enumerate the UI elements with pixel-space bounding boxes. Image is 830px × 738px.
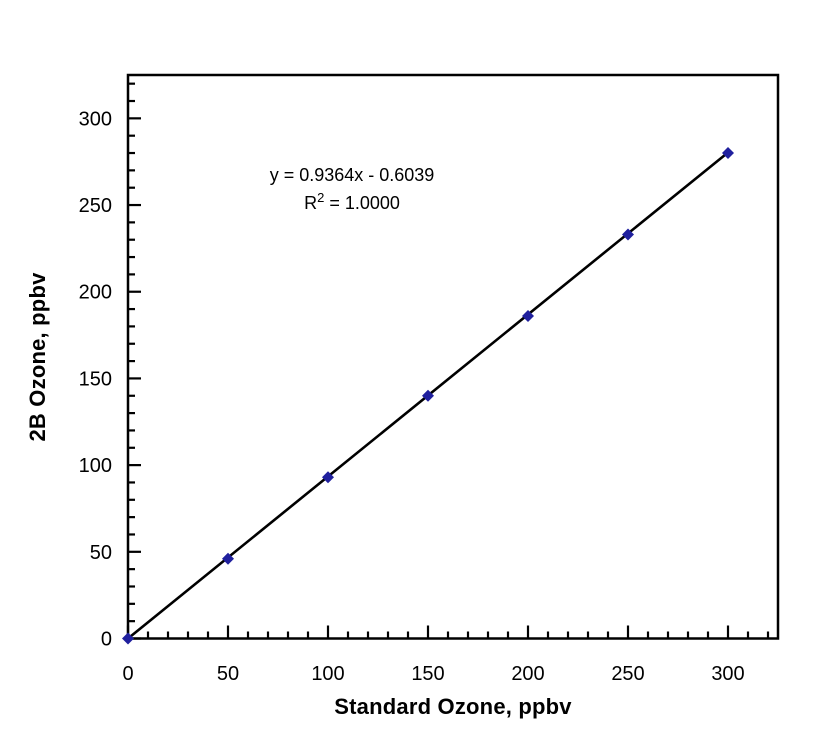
x-tick-label: 250 [611, 663, 644, 685]
data-point-marker [222, 552, 234, 565]
y-tick-label: 0 [101, 629, 112, 651]
y-tick-label: 50 [90, 542, 112, 564]
equation-line: y = 0.9364x - 0.6039 [269, 165, 435, 185]
x-tick-label: 200 [511, 663, 544, 685]
y-tick-label: 300 [79, 108, 112, 130]
plot-border [126, 73, 780, 640]
x-tick-label: 300 [711, 663, 744, 685]
y-tick-label: 250 [79, 195, 112, 217]
y-tick-label: 150 [79, 368, 112, 390]
x-tick-label: 100 [311, 663, 344, 685]
data-point-marker [522, 310, 534, 323]
y-tick-label: 200 [79, 282, 112, 304]
x-tick-label: 50 [217, 663, 239, 685]
x-tick-label: 150 [411, 663, 444, 685]
r-squared-line: R2 = 1.0000 [304, 190, 400, 213]
data-point-marker [322, 471, 334, 484]
data-point-marker [422, 389, 434, 402]
y-tick-label: 100 [79, 455, 112, 477]
x-axis-title: Standard Ozone, ppbv [334, 694, 572, 719]
data-point-marker [122, 632, 134, 645]
data-point-marker [622, 228, 634, 241]
trendline-equation: y = 0.9364x - 0.6039 R2 = 1.0000 [238, 161, 466, 217]
data-point-marker [722, 147, 734, 160]
y-axis-title: 2B Ozone, ppbv [25, 272, 50, 442]
x-tick-label: 0 [122, 663, 133, 685]
